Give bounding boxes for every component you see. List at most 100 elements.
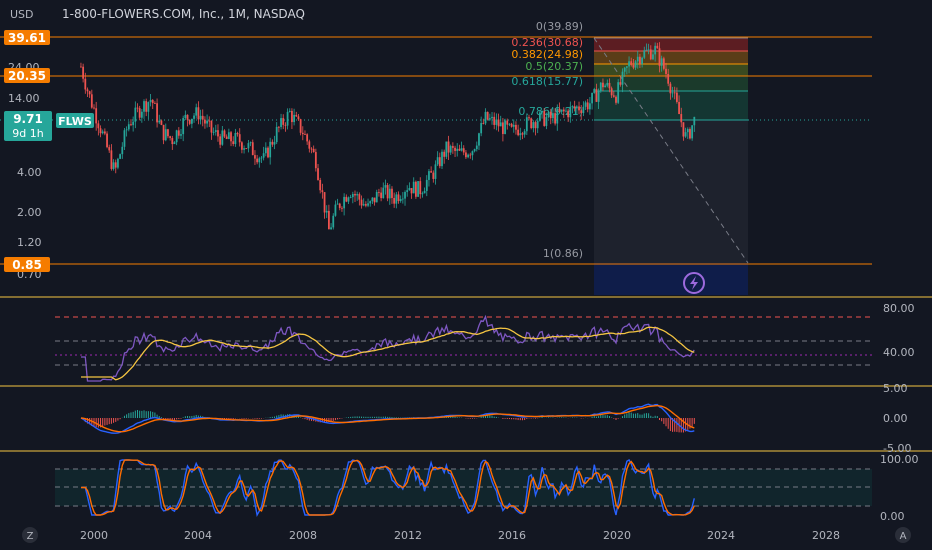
candle-body bbox=[625, 66, 628, 68]
candle-body bbox=[421, 193, 424, 195]
candle-body bbox=[156, 103, 158, 123]
macd-tick-neg5: -5.00 bbox=[883, 442, 911, 455]
candle-body bbox=[199, 115, 202, 120]
candle-body bbox=[341, 207, 343, 209]
candle-body bbox=[364, 204, 367, 206]
candle-body bbox=[660, 58, 663, 66]
candle-body bbox=[558, 108, 561, 112]
candle-body bbox=[391, 188, 393, 198]
auto-scale-button[interactable]: A bbox=[895, 527, 911, 543]
candle-body bbox=[634, 61, 637, 68]
candle-body bbox=[443, 151, 446, 157]
candle-body bbox=[454, 147, 456, 151]
candle-body bbox=[656, 45, 659, 49]
candle-body bbox=[662, 58, 665, 69]
candle-body bbox=[151, 99, 154, 104]
candle-body bbox=[534, 122, 537, 129]
candle-body bbox=[103, 131, 106, 134]
fib-retracement[interactable]: 0(39.89) 0.236(30.68) 0.382(24.98) 0.5(2… bbox=[511, 20, 749, 295]
candle-body bbox=[169, 136, 172, 138]
candle-body bbox=[382, 187, 385, 199]
candle-body bbox=[404, 192, 406, 199]
candle-body bbox=[325, 210, 328, 213]
candle-body bbox=[643, 50, 646, 58]
candle-body bbox=[693, 116, 696, 126]
candle-body bbox=[393, 197, 396, 204]
rsi-pane bbox=[55, 314, 872, 382]
candle-body bbox=[375, 191, 378, 203]
candle-body bbox=[456, 148, 459, 151]
candle-body bbox=[330, 227, 332, 230]
candle-body bbox=[471, 151, 474, 156]
candle-body bbox=[238, 134, 241, 143]
candle-body bbox=[88, 91, 91, 95]
candle-body bbox=[110, 150, 113, 169]
candle-body bbox=[652, 54, 654, 60]
candle-body bbox=[145, 101, 148, 112]
candle-body bbox=[458, 148, 461, 151]
candle-body bbox=[112, 162, 115, 169]
candle-body bbox=[506, 120, 509, 125]
candle-body bbox=[343, 196, 346, 209]
macd-pane bbox=[80, 403, 695, 434]
candle-body bbox=[212, 131, 215, 133]
rsi-ma-line bbox=[81, 326, 695, 381]
candle-body bbox=[127, 124, 130, 130]
candle-body bbox=[273, 142, 276, 145]
candle-body bbox=[225, 136, 228, 139]
candle-body bbox=[541, 110, 543, 113]
candle-body bbox=[510, 123, 513, 127]
candle-body bbox=[478, 133, 480, 146]
stoch-tick-0: 0.00 bbox=[880, 510, 905, 523]
candle-body bbox=[523, 131, 526, 135]
candle-body bbox=[114, 162, 117, 168]
candle-body bbox=[397, 194, 400, 202]
candle-body bbox=[208, 120, 211, 122]
candle-body bbox=[571, 106, 574, 107]
candle-body bbox=[573, 106, 576, 109]
badge-39-61: 39.61 bbox=[4, 30, 50, 45]
candle-body bbox=[319, 179, 322, 191]
candle-body bbox=[184, 114, 187, 119]
lightning-icon[interactable] bbox=[683, 272, 705, 294]
candle-body bbox=[628, 61, 630, 67]
fib-zone-3 bbox=[594, 76, 748, 91]
candle-body bbox=[299, 119, 302, 133]
fib-zone-1 bbox=[594, 51, 748, 64]
time-label-2020: 2020 bbox=[603, 529, 631, 542]
candle-body bbox=[356, 194, 359, 196]
candle-body bbox=[95, 108, 98, 124]
timezone-button[interactable]: Z bbox=[22, 527, 38, 543]
candle-body bbox=[599, 82, 602, 91]
candle-body bbox=[86, 89, 89, 92]
candle-body bbox=[649, 49, 652, 60]
candle-body bbox=[617, 82, 620, 103]
fib-zone-4 bbox=[594, 91, 748, 120]
candle-body bbox=[641, 57, 643, 64]
candle-body bbox=[123, 130, 126, 147]
candle-body bbox=[636, 56, 639, 62]
candle-body bbox=[671, 92, 674, 94]
candle-body bbox=[488, 118, 491, 120]
stoch-tick-100: 100.00 bbox=[880, 453, 919, 466]
badge-20-35-text: 20.35 bbox=[8, 69, 46, 83]
rsi-line bbox=[81, 314, 695, 382]
candle-body bbox=[323, 192, 326, 213]
candle-body bbox=[686, 128, 689, 133]
candle-body bbox=[647, 49, 650, 51]
candle-body bbox=[177, 130, 180, 136]
candle-body bbox=[419, 181, 422, 195]
candle-body bbox=[512, 124, 515, 127]
candle-body bbox=[321, 190, 324, 193]
candle-body bbox=[595, 89, 598, 102]
candle-body bbox=[608, 82, 611, 89]
candle-body bbox=[132, 121, 135, 126]
candle-body bbox=[495, 119, 498, 125]
candle-body bbox=[262, 153, 265, 158]
candle-body bbox=[317, 168, 319, 180]
candle-body bbox=[249, 142, 252, 144]
candle-body bbox=[275, 126, 278, 143]
candle-body bbox=[438, 157, 441, 167]
symbol-badge: FLWS bbox=[58, 115, 92, 128]
